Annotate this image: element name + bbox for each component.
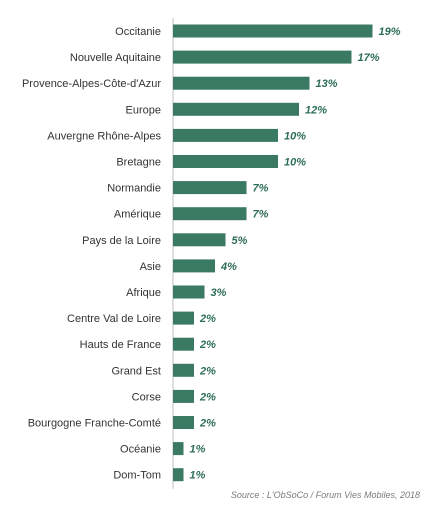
bars-group (173, 24, 373, 482)
value-label: 10% (284, 130, 306, 142)
category-label: Normandie (107, 183, 161, 195)
category-label: Pays de la Loire (82, 235, 161, 247)
category-label: Occitanie (115, 26, 161, 38)
bar (173, 363, 194, 377)
category-label: Bretagne (116, 157, 161, 169)
value-labels-group: 19% 17% 13% 12% 10% 10% 7% 7% 5% 4% 3% 2% 2% 2% 2% 2% 1%… (190, 26, 401, 482)
bar (173, 416, 194, 429)
bar (173, 207, 247, 221)
value-label: 2% (199, 313, 216, 325)
bar (173, 155, 278, 168)
bar (173, 50, 352, 64)
category-label: Centre Val de Loire (67, 313, 161, 325)
bar (173, 128, 278, 142)
value-label: 19% (379, 26, 401, 38)
value-label: 1% (190, 444, 206, 456)
category-label: Bourgogne Franche-Comté (28, 418, 161, 430)
category-label: Afrique (126, 287, 161, 299)
category-label: Nouvelle Aquitaine (70, 52, 161, 64)
bar (173, 76, 310, 90)
bar (173, 24, 373, 38)
category-label: Provence-Alpes-Côte-d'Azur (22, 78, 161, 90)
value-label: 7% (253, 183, 269, 195)
bar (173, 389, 194, 403)
value-label: 17% (358, 52, 380, 64)
category-label: Europe (126, 104, 161, 116)
category-label: Amérique (114, 209, 161, 221)
category-label: Océanie (120, 444, 161, 456)
category-label: Hauts de France (80, 339, 161, 351)
bar (173, 285, 205, 299)
source-note: Source : L'ObSoCo / Forum Vies Mobiles, … (230, 490, 420, 500)
category-labels-group: Occitanie Nouvelle Aquitaine Provence-Alpe… (22, 26, 162, 482)
value-label: 1% (190, 470, 206, 482)
value-label: 4% (220, 261, 237, 273)
category-label: Dom-Tom (113, 470, 161, 482)
bar (173, 181, 247, 195)
value-label: 5% (232, 235, 248, 247)
bar (173, 337, 194, 351)
bar (173, 259, 215, 273)
value-label: 13% (316, 78, 338, 90)
value-label: 3% (211, 287, 227, 299)
category-label: Grand Est (111, 365, 161, 377)
bar (173, 468, 184, 482)
value-label: 10% (284, 157, 306, 169)
bar (173, 311, 194, 325)
category-label: Asie (140, 261, 161, 273)
value-label: 2% (199, 391, 216, 403)
bar (173, 442, 184, 456)
bar (173, 102, 299, 116)
category-label: Corse (132, 391, 161, 403)
value-label: 2% (199, 418, 216, 430)
bar (173, 233, 226, 247)
value-label: 2% (199, 365, 216, 377)
category-label: Auvergne Rhône-Alpes (47, 130, 161, 142)
value-label: 7% (253, 209, 269, 221)
value-label: 12% (305, 104, 327, 116)
value-label: 2% (199, 339, 216, 351)
